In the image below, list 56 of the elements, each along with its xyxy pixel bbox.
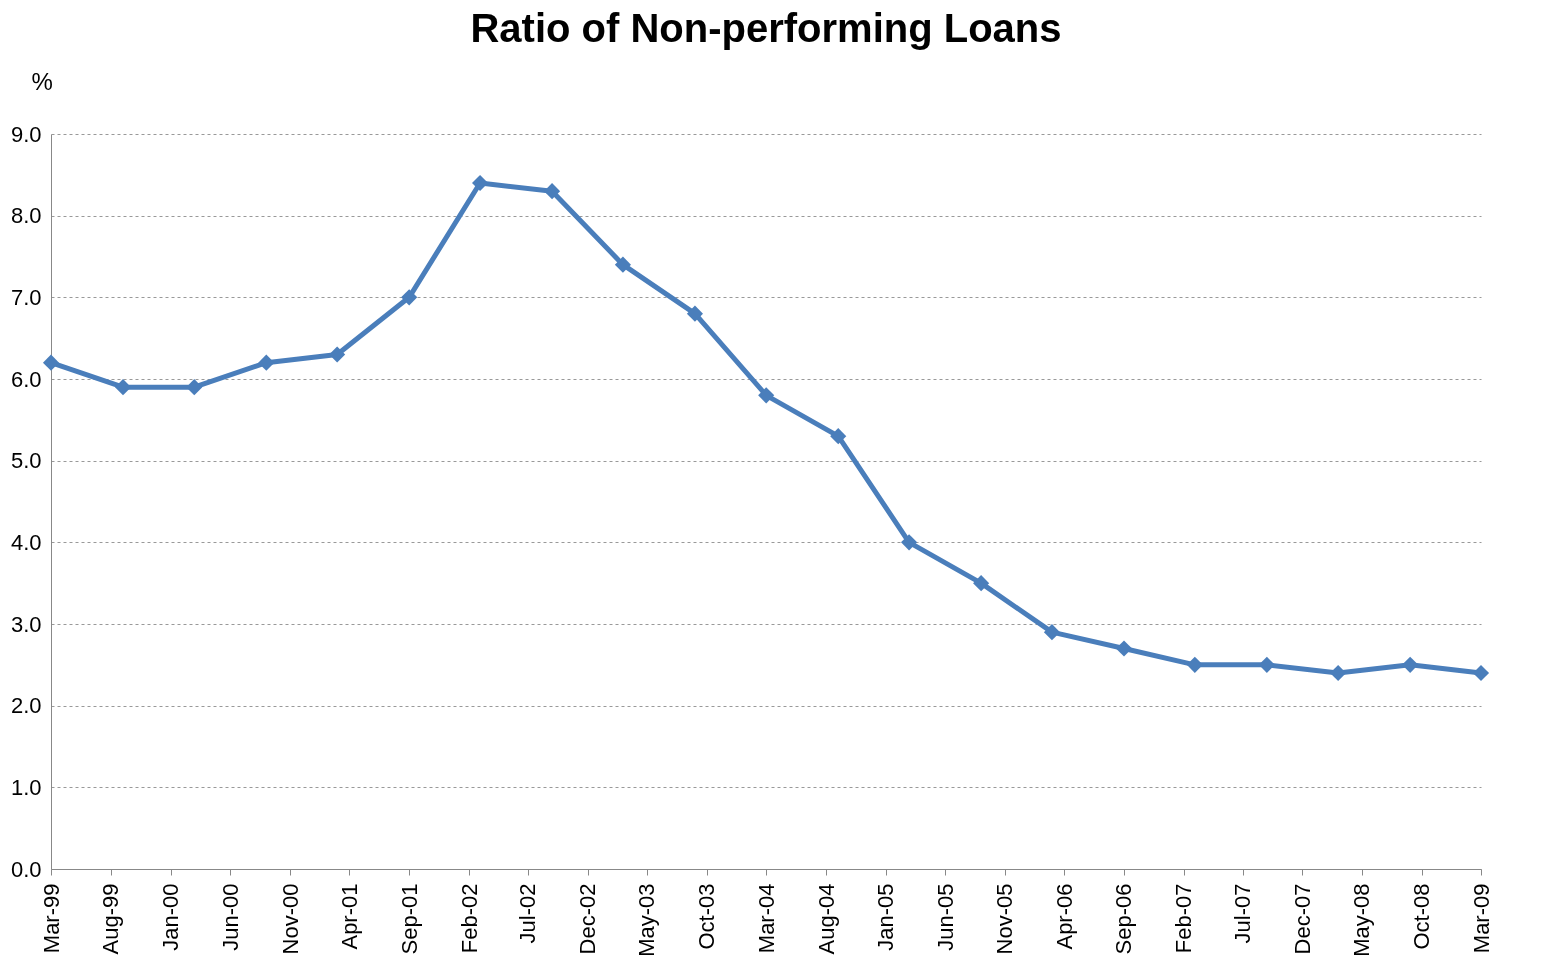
point: [1186, 656, 1203, 673]
x-tick-label: Jan-05: [873, 883, 899, 951]
point: [471, 174, 489, 192]
y-tick-label: 4.0: [10, 529, 42, 555]
point: [973, 575, 990, 592]
x-tick-label: Feb-02: [456, 883, 482, 954]
point: [186, 379, 203, 396]
point: [1402, 656, 1419, 673]
y-tick-label: 6.0: [10, 366, 42, 392]
point: [544, 183, 561, 200]
y-tick-label: 2.0: [10, 693, 42, 719]
point: [1472, 664, 1490, 682]
x-tick-label: May-08: [1349, 883, 1375, 957]
point: [42, 354, 60, 371]
x-tick-label: Nov-05: [992, 883, 1018, 955]
point: [830, 428, 847, 445]
x-tick-label: Oct-08: [1409, 883, 1435, 950]
point: [758, 387, 775, 404]
x-tick-label: Apr-06: [1051, 883, 1077, 950]
point: [686, 305, 704, 322]
y-tick-label: 0.0: [10, 856, 42, 882]
x-tick-label: Mar-09: [1468, 883, 1494, 954]
x-tick-label: Sep-01: [396, 883, 422, 955]
x-tick-label: Jan-00: [158, 883, 184, 951]
x-tick-label: Feb-07: [1171, 883, 1197, 954]
point: [1330, 664, 1347, 682]
point: [401, 289, 418, 306]
x-tick-label: Dec-07: [1289, 883, 1315, 955]
y-tick-label: 8.0: [10, 203, 42, 229]
y-tick-label: 1.0: [10, 774, 42, 800]
x-tick-label: Sep-06: [1111, 883, 1137, 955]
x-tick-label: Aug-99: [98, 883, 124, 955]
x-tick-label: Apr-01: [336, 883, 362, 950]
chart-title: Ratio of Non-performing Loans: [470, 6, 1062, 50]
x-tick-label: Oct-03: [694, 883, 720, 950]
point: [614, 256, 631, 273]
y-tick-label: 7.0: [10, 284, 42, 310]
x-tick-label: Mar-99: [38, 883, 64, 954]
y-tick-label: 5.0: [10, 448, 42, 474]
y-tick-label: 3.0: [10, 611, 42, 637]
x-tick-label: Jun-00: [217, 883, 243, 951]
point: [1043, 624, 1061, 641]
x-tick-label: Dec-02: [575, 883, 601, 955]
x-tick-label: May-03: [634, 883, 660, 957]
x-tick-label: Jul-07: [1230, 883, 1256, 944]
y-tick-label: 9.0: [10, 121, 42, 147]
point: [329, 346, 346, 363]
point: [901, 534, 918, 551]
x-tick-label: Aug-04: [813, 883, 839, 955]
point: [1115, 640, 1133, 657]
x-tick-label: Nov-00: [277, 883, 303, 955]
point: [258, 354, 275, 371]
x-tick-label: Jun-05: [932, 883, 958, 951]
x-tick-label: Jul-02: [515, 883, 541, 944]
x-tick-label: Mar-04: [753, 883, 779, 954]
y-axis-title: %: [31, 67, 53, 95]
